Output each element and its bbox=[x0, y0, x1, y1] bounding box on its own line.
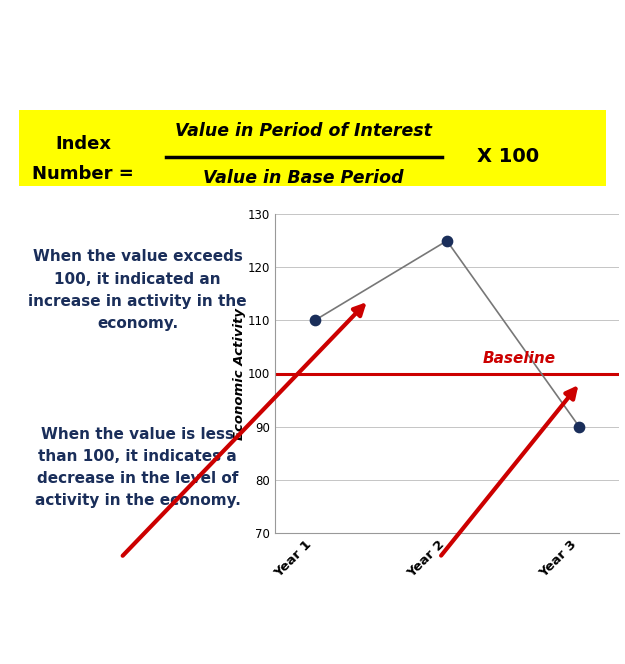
Text: X 100: X 100 bbox=[477, 147, 539, 167]
Y-axis label: Economic Activity: Economic Activity bbox=[233, 307, 246, 440]
Text: 10% lower than
baseline: 10% lower than baseline bbox=[362, 590, 551, 635]
Point bbox=[574, 421, 584, 432]
Text: Index: Index bbox=[56, 135, 111, 153]
Text: Value in Period of Interest: Value in Period of Interest bbox=[175, 122, 432, 140]
Text: Baseline: Baseline bbox=[483, 351, 556, 366]
Text: Number =: Number = bbox=[32, 165, 134, 183]
Text: When the value exceeds
100, it indicated an
increase in activity in the
economy.: When the value exceeds 100, it indicated… bbox=[28, 250, 247, 331]
Text: Value in Base Period: Value in Base Period bbox=[203, 169, 404, 187]
Text: 10% higher than
baseline: 10% higher than baseline bbox=[44, 590, 244, 635]
Text: When the value is less
than 100, it indicates a
decrease in the level of
activit: When the value is less than 100, it indi… bbox=[34, 427, 241, 509]
Point bbox=[309, 315, 319, 326]
FancyBboxPatch shape bbox=[19, 110, 606, 186]
Point bbox=[442, 236, 452, 246]
Text: Index Number: Index Number bbox=[36, 18, 589, 85]
